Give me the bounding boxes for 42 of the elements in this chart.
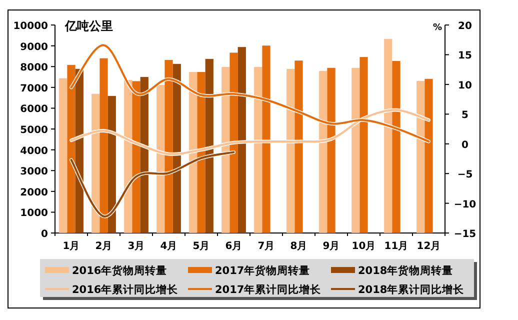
y-tick-label: 2000: [20, 187, 48, 198]
bar: [59, 78, 68, 233]
x-tick-label: 11月: [384, 241, 408, 252]
y2-axis-title: %: [432, 23, 442, 33]
y-tick-label: 3000: [20, 166, 48, 178]
legend-label: 2017年累计同比增长: [215, 283, 322, 296]
legend-label: 2016年货物周转量: [72, 264, 168, 277]
x-tick-label: 9月: [322, 241, 340, 252]
y2-tick-label: 20: [458, 21, 472, 32]
bar: [100, 58, 108, 233]
x-tick-label: 5月: [192, 241, 210, 252]
y-tick-label: 9000: [20, 42, 48, 53]
y-tick-label: 6000: [20, 104, 48, 116]
bar: [238, 47, 246, 233]
x-tick-label: 3月: [128, 241, 145, 252]
legend-label: 2017年货物周转量: [215, 264, 310, 277]
x-tick-label: 6月: [225, 241, 242, 252]
y2-tick-label: −15: [454, 229, 476, 240]
y2-tick-label: 15: [458, 50, 472, 62]
y2-tick-label: 10: [458, 80, 472, 92]
x-tick-label: 10月: [352, 241, 376, 252]
x-tick-label: 8月: [290, 241, 308, 252]
y-tick-label: 7000: [20, 83, 48, 94]
x-tick-label: 7月: [258, 241, 275, 252]
legend-label: 2018年货物周转量: [358, 264, 454, 277]
x-tick-label: 2月: [95, 241, 112, 252]
legend-label: 2018年累计同比增长: [358, 283, 466, 296]
y-tick-label: 5000: [20, 125, 48, 136]
y-tick-label: 4000: [20, 146, 48, 157]
x-tick-label: 12月: [416, 241, 441, 252]
y2-tick-label: 0: [462, 140, 469, 151]
legend-label: 2016年累计同比增长: [72, 283, 180, 296]
x-tick-label: 1月: [62, 241, 80, 252]
y-tick-label: 10000: [13, 21, 48, 32]
y-axis-title: 亿吨公里: [64, 19, 113, 33]
x-tick-label: 4月: [160, 241, 178, 252]
y-tick-label: 8000: [20, 62, 48, 74]
y-tick-label: 0: [41, 229, 48, 240]
y2-tick-label: −10: [454, 199, 476, 210]
y-tick-label: 1000: [20, 208, 48, 220]
y2-tick-label: −5: [457, 170, 473, 181]
y2-tick-label: 5: [462, 110, 469, 122]
